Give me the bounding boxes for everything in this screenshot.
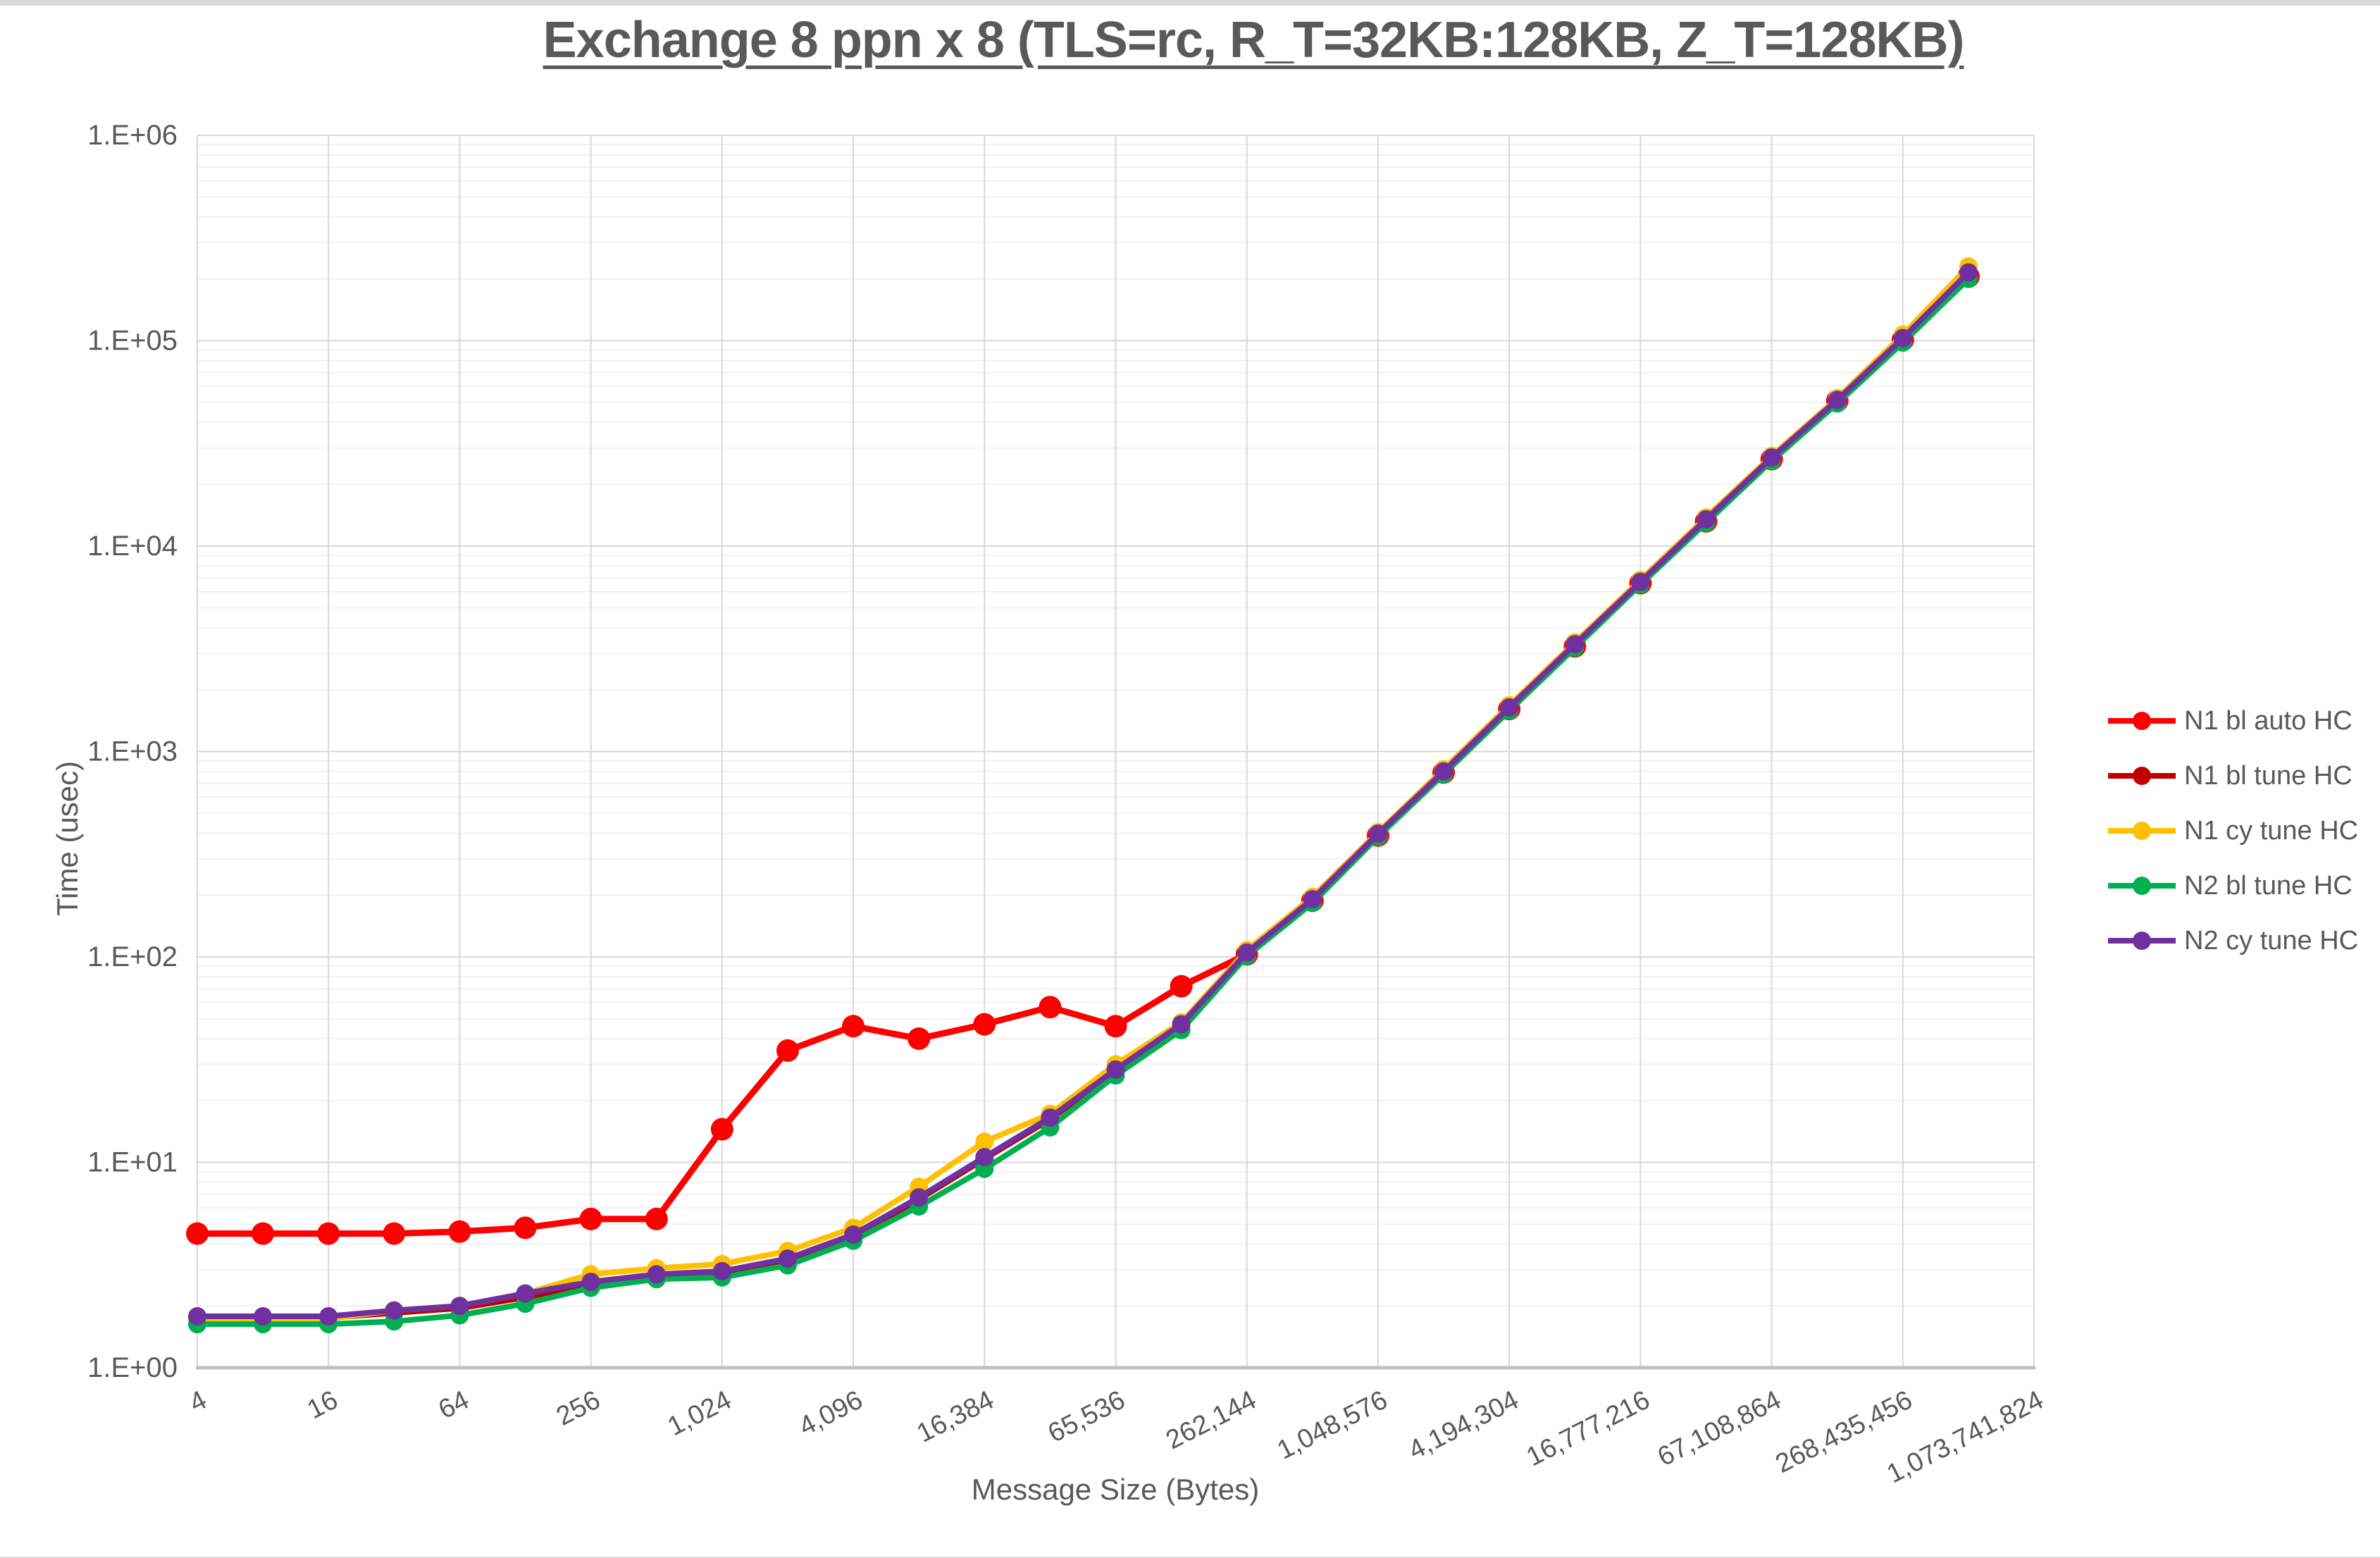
data-point <box>1172 1015 1191 1034</box>
x-tick-label: 16,384 <box>912 1385 999 1449</box>
legend-line-marker-icon <box>2108 822 2176 840</box>
y-tick-label: 1.E+05 <box>87 326 178 357</box>
data-point <box>186 1222 209 1245</box>
x-tick-label: 262,144 <box>1161 1385 1260 1456</box>
data-point <box>1828 390 1847 409</box>
data-point <box>1631 572 1650 591</box>
legend-line-marker-icon <box>2108 767 2176 785</box>
data-point <box>712 1262 731 1280</box>
legend-label: N2 bl tune HC <box>2184 870 2353 901</box>
series-line-n2-cy-tune-hc <box>197 270 1971 1319</box>
y-tick-label: 1.E+03 <box>87 736 178 767</box>
data-point <box>1106 1060 1125 1079</box>
legend-label: N1 cy tune HC <box>2184 815 2359 846</box>
data-point <box>844 1225 863 1244</box>
legend-label: N1 bl tune HC <box>2184 760 2353 791</box>
legend-dot-icon <box>2133 932 2151 950</box>
data-point <box>647 1265 666 1284</box>
data-point <box>579 1207 602 1230</box>
data-point <box>383 1222 406 1245</box>
data-point <box>1697 510 1716 528</box>
data-point <box>516 1284 535 1303</box>
legend-dot-icon <box>2133 712 2151 730</box>
data-point <box>710 1118 733 1141</box>
legend-item-n2-cy-tune-hc: N2 cy tune HC <box>2108 913 2358 968</box>
x-tick-label: 4,096 <box>794 1385 867 1442</box>
data-point <box>1434 762 1453 781</box>
y-tick-label: 1.E+00 <box>87 1352 178 1383</box>
legend-label: N2 cy tune HC <box>2184 925 2359 956</box>
data-point <box>779 1249 797 1268</box>
x-tick-label: 67,108,864 <box>1653 1385 1786 1473</box>
data-point <box>581 1273 600 1292</box>
data-point <box>188 1307 206 1325</box>
legend-dot-icon <box>2133 822 2151 840</box>
legend-line-marker-icon <box>2108 877 2176 895</box>
data-point <box>252 1222 275 1245</box>
data-point <box>1500 698 1519 717</box>
x-tick-label: 64 <box>434 1385 474 1426</box>
data-point <box>254 1307 273 1325</box>
data-point <box>1039 996 1062 1019</box>
x-tick-label: 16,777,216 <box>1522 1385 1655 1473</box>
y-tick-label: 1.E+04 <box>87 531 178 562</box>
legend-item-n1-cy-tune-hc: N1 cy tune HC <box>2108 803 2358 858</box>
data-point <box>448 1220 471 1243</box>
x-tick-label: 4,194,304 <box>1404 1385 1524 1466</box>
data-point <box>1368 824 1387 843</box>
legend-line-marker-icon <box>2108 932 2176 950</box>
data-point <box>973 1013 996 1036</box>
chart-title: Exchange 8 ppn x 8 (TLS=rc, R_T=32KB:128… <box>543 12 1965 68</box>
x-tick-label: 1,048,576 <box>1272 1385 1392 1466</box>
legend-dot-icon <box>2133 767 2151 785</box>
data-point <box>1170 975 1193 998</box>
data-point <box>910 1188 929 1207</box>
data-point <box>842 1015 865 1038</box>
legend-item-n1-bl-tune-hc: N1 bl tune HC <box>2108 748 2353 803</box>
y-axis-title: Time (usec) <box>51 760 84 916</box>
legend-label: N1 bl auto HC <box>2184 705 2353 736</box>
legend-line-marker-icon <box>2108 712 2176 730</box>
x-tick-label: 16 <box>303 1385 343 1426</box>
data-point <box>1566 635 1585 654</box>
data-point <box>1959 263 1978 282</box>
data-point <box>1762 448 1781 467</box>
legend-item-n1-bl-auto-hc: N1 bl auto HC <box>2108 693 2353 748</box>
data-point <box>1104 1015 1127 1038</box>
series-line-n2-bl-tune-hc <box>197 276 1971 1328</box>
y-tick-label: 1.E+06 <box>87 120 178 151</box>
y-tick-label: 1.E+01 <box>87 1147 178 1178</box>
legend-dot-icon <box>2133 877 2151 895</box>
data-point <box>450 1297 469 1316</box>
data-point <box>1237 943 1256 962</box>
series-line-n1-bl-tune-hc <box>197 271 1971 1321</box>
data-point <box>975 1132 994 1151</box>
data-point <box>1041 1108 1060 1127</box>
x-tick-label: 65,536 <box>1043 1385 1130 1449</box>
y-tick-label: 1.E+02 <box>87 941 178 972</box>
data-point <box>907 1027 931 1050</box>
data-point <box>645 1207 668 1230</box>
data-point <box>385 1301 404 1320</box>
data-point <box>514 1216 537 1239</box>
data-point <box>1303 890 1322 909</box>
series-line-n1-cy-tune-hc <box>197 264 1971 1323</box>
data-point <box>319 1307 338 1325</box>
window-edge <box>0 0 2380 6</box>
data-point <box>975 1148 994 1167</box>
x-axis-title: Message Size (Bytes) <box>971 1473 1260 1506</box>
data-point <box>776 1039 799 1062</box>
data-point <box>317 1222 340 1245</box>
x-tick-label: 256 <box>552 1385 605 1432</box>
data-point <box>1893 328 1912 347</box>
x-tick-label: 1,024 <box>663 1385 736 1442</box>
legend-item-n2-bl-tune-hc: N2 bl tune HC <box>2108 858 2353 913</box>
x-tick-label: 4 <box>185 1385 211 1418</box>
